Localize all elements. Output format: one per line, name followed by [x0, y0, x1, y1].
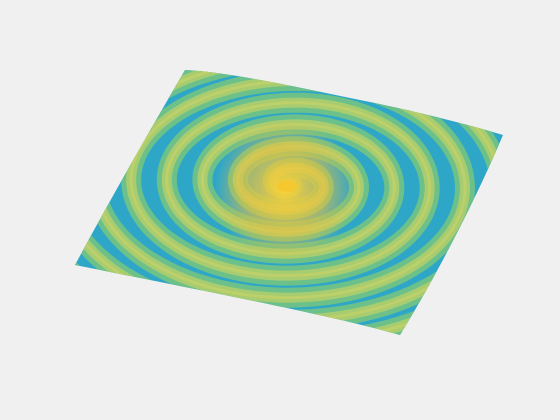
- core-peak: [277, 180, 297, 192]
